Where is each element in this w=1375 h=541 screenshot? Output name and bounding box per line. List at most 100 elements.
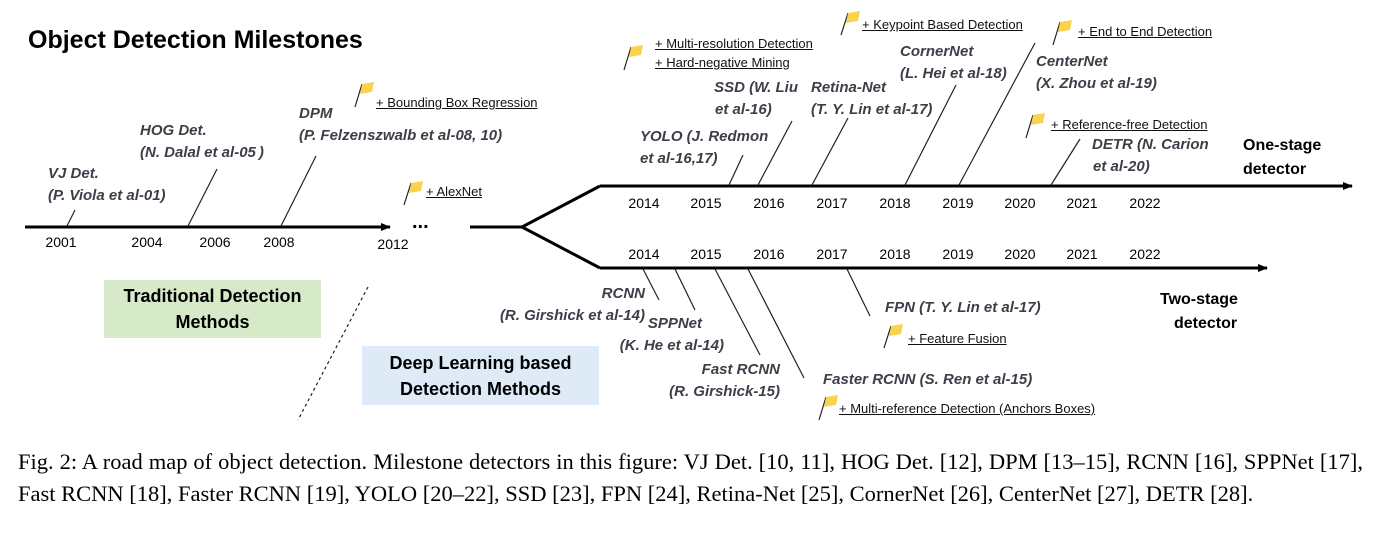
branch-down [521,225,601,270]
one-stage-detector-label: One-stage detector [1243,134,1321,182]
milestone-fpn: FPN (T. Y. Lin et al-17) [885,299,1041,316]
flag-icon [883,324,903,349]
leader-lines [66,42,1081,421]
leader-hog [187,168,218,227]
milestone-yolo: YOLO (J. Redmon et al-16,17) [640,126,768,170]
milestone-ssd: SSD (W. Liu et al-16) [714,77,798,121]
leader-centernet [958,42,1036,186]
leader-detr [1050,138,1081,186]
milestone-name: Retina-Net [811,79,887,96]
milestone-detr: DETR (N. Carion et al-20) [1092,134,1209,178]
milestone-fast-rcnn: Fast RCNN (R. Girshick-15) [650,359,780,403]
year-label: 2015 [690,195,722,211]
flag-icon [623,45,643,71]
flags [354,11,1072,421]
year-label: 2016 [753,246,785,262]
year-label: 2017 [816,195,848,211]
flag-hard-negative-mining: + Hard-negative Mining [655,55,790,70]
flag-bounding-box-regression: + Bounding Box Regression [376,95,538,110]
label-line: detector [1174,315,1238,332]
traditional-methods-box: Traditional Detection Methods [104,280,321,338]
flag-multi-reference-detection: + Multi-reference Detection (Anchors Box… [839,401,1096,416]
milestone-faster-rcnn: Faster RCNN (S. Ren et al-15) [823,371,1033,388]
year-label: 2022 [1129,195,1161,211]
leader-vj [66,209,76,227]
year-label: 2012 [377,236,409,252]
leader-faster-rcnn [747,268,805,379]
year-label: 2017 [816,246,848,262]
two-stage-detector-label: Two-stage detector [1160,288,1238,336]
leader-cornernet [904,84,957,186]
year-label: 2020 [1004,246,1036,262]
milestone-vj-det: VJ Det. (P. Viola et al-01) [48,163,166,207]
milestone-cornernet: CornerNet (L. Hei et al-18) [900,41,1007,85]
leader-retina [811,117,849,186]
milestone-ref: (L. Hei et al-18) [900,65,1007,82]
year-label: 2014 [628,246,660,262]
milestone-name: RCNN [601,285,645,302]
milestone-ref: et al-16,17) [640,150,718,167]
milestone-dpm: DPM (P. Felzenszwalb et al-08, 10) [299,103,502,147]
milestone-ref: (P. Viola et al-01) [48,187,166,204]
deep-learning-methods-box: Deep Learning based Detection Methods [362,346,599,405]
year-label: 2016 [753,195,785,211]
milestone-ref: (T. Y. Lin et al-17) [811,101,933,118]
leader-ssd [757,120,793,186]
milestone-sppnet: SPPNet (K. He et al-14) [600,313,724,357]
milestone-name: SSD (W. Liu [714,79,798,96]
label-line: One-stage [1243,137,1322,154]
milestone-name: Fast RCNN [701,361,780,378]
milestone-ref: (P. Felzenszwalb et al-08, 10) [299,127,503,144]
year-label: 2021 [1066,246,1098,262]
milestone-ref: et al-20) [1093,158,1150,175]
year-label: 2006 [199,234,231,250]
milestone-name: YOLO (J. Redmon [640,128,769,145]
milestone-name: DPM [299,105,333,122]
flag-icon [1052,20,1072,46]
leader-sppnet [674,268,696,311]
year-label: 2004 [131,234,163,250]
year-label: 2022 [1129,246,1161,262]
flag-icon [840,11,860,36]
milestone-ref: (R. Girshick-15) [669,383,780,400]
milestone-name: VJ Det. [48,165,99,182]
milestone-name: CornerNet [900,43,974,60]
year-label: 2019 [942,195,974,211]
milestone-ref: (N. Dalal et al-05 ) [140,144,264,161]
milestone-name: SPPNet [647,315,702,332]
leader-dpm [280,155,317,227]
flag-icon [354,82,374,108]
flag-alexnet: + AlexNet [426,184,483,199]
year-label: 2014 [628,195,660,211]
year-label: 2018 [879,195,911,211]
flag-icon [1025,113,1045,139]
milestone-name: HOG Det. [140,122,207,139]
milestone-ref: (K. He et al-14) [619,337,724,354]
year-label: 2008 [263,234,295,250]
milestone-hog-det: HOG Det. (N. Dalal et al-05 ) [140,120,264,164]
flag-keypoint-based-detection: + Keypoint Based Detection [862,17,1023,32]
ellipsis: ... [412,211,429,233]
figure-title: Object Detection Milestones [28,26,363,54]
flag-feature-fusion: + Feature Fusion [908,331,1007,346]
leader-rcnn [642,268,660,301]
separator-dashed-line [297,286,369,421]
milestone-centernet: CenterNet (X. Zhou et al-19) [1036,51,1157,95]
leader-yolo [728,154,744,186]
leader-fpn [846,268,871,317]
branch-up [521,184,601,229]
milestone-name: CenterNet [1036,53,1108,70]
label-line: Two-stage [1160,291,1238,308]
milestone-ref: (R. Girshick et al-14) [499,307,645,324]
flag-multi-resolution-detection: + Multi-resolution Detection [655,36,813,51]
flag-icon [403,181,423,206]
figure-caption: Fig. 2: A road map of object detection. … [18,449,1363,506]
year-label: 2018 [879,246,911,262]
label-line: detector [1243,161,1307,178]
flag-icon [818,395,838,421]
milestone-retina-net: Retina-Net (T. Y. Lin et al-17) [811,77,932,121]
year-label: 2015 [690,246,722,262]
year-label: 2019 [942,246,974,262]
